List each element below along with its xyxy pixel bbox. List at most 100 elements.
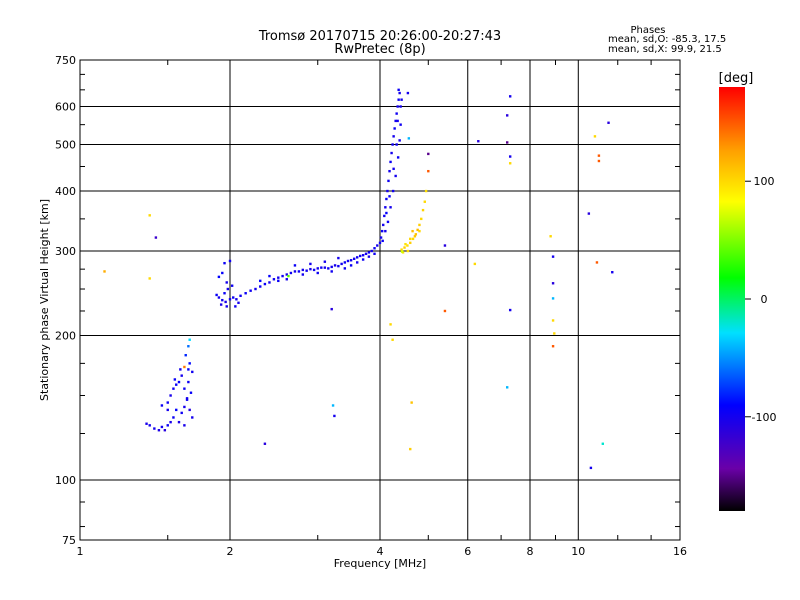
data-point: [224, 300, 227, 304]
colorbar-unit: [deg]: [719, 71, 754, 86]
data-point: [597, 154, 601, 157]
chart-title-line1: Tromsø 20170715 20:26:00-20:27:43: [258, 29, 501, 44]
data-point: [358, 254, 362, 258]
data-point: [611, 271, 614, 274]
data-point: [180, 411, 183, 415]
data-point: [395, 143, 398, 146]
data-point: [404, 242, 407, 246]
data-point: [367, 251, 371, 254]
data-point: [187, 380, 190, 384]
data-point: [393, 127, 396, 130]
y-tick-label: 300: [55, 245, 76, 258]
data-point: [226, 287, 230, 291]
stats-line-o: mean, sd,O: -85.3, 17.5: [608, 34, 726, 45]
data-point: [443, 309, 447, 313]
data-point: [160, 425, 164, 429]
data-point: [416, 228, 419, 232]
data-point: [477, 140, 480, 143]
data-point: [384, 206, 387, 209]
data-point: [392, 167, 395, 171]
data-point: [337, 264, 340, 268]
data-point: [148, 277, 151, 280]
data-point: [392, 135, 395, 138]
data-point: [217, 275, 221, 279]
data-point: [355, 261, 359, 264]
data-point: [263, 282, 267, 286]
colorbar: [719, 87, 745, 511]
data-point: [473, 262, 477, 266]
data-point: [268, 281, 271, 284]
data-point: [177, 380, 181, 384]
data-point: [268, 274, 271, 278]
data-point: [234, 305, 237, 308]
data-point: [400, 98, 403, 101]
data-point: [189, 391, 193, 394]
data-point: [179, 368, 182, 371]
data-point: [166, 408, 169, 412]
data-point: [187, 368, 190, 371]
data-point: [157, 429, 161, 432]
x-tick-label: 8: [527, 545, 534, 558]
data-point: [376, 244, 379, 247]
data-point: [148, 424, 151, 427]
data-point: [595, 261, 599, 264]
data-point: [340, 262, 343, 266]
chart-title-line2: RwPretec (8p): [334, 42, 425, 57]
data-point: [154, 236, 158, 239]
data-point: [381, 239, 384, 243]
data-point: [391, 338, 394, 341]
data-point: [508, 308, 512, 312]
data-point: [301, 268, 305, 272]
data-point: [395, 112, 398, 115]
y-tick-label: 750: [55, 54, 76, 67]
data-point: [221, 271, 224, 275]
data-point: [327, 267, 330, 270]
y-tick-label: 200: [55, 330, 76, 343]
data-point: [263, 442, 267, 445]
data-point: [239, 294, 242, 297]
data-point: [287, 274, 290, 278]
data-point: [593, 135, 597, 138]
data-point: [587, 212, 591, 215]
data-point: [259, 279, 262, 283]
y-tick-label: 100: [55, 474, 76, 487]
data-point: [505, 114, 509, 117]
data-point: [355, 256, 359, 259]
data-point: [343, 267, 347, 270]
data-point: [237, 301, 240, 305]
grid-lines: [80, 60, 680, 540]
data-point: [364, 252, 368, 256]
data-point: [180, 374, 183, 377]
data-point: [413, 235, 417, 238]
x-tick-label: 1: [77, 545, 84, 558]
data-point: [352, 257, 356, 260]
x-tick-label: 10: [571, 545, 585, 558]
data-point: [323, 260, 327, 263]
data-point: [217, 296, 221, 299]
data-point: [277, 279, 280, 283]
data-point: [175, 383, 178, 386]
data-point: [277, 276, 280, 279]
data-point: [361, 258, 365, 261]
data-point: [183, 424, 186, 427]
data-point: [316, 271, 319, 275]
data-point: [225, 305, 228, 308]
data-point: [378, 241, 382, 245]
data-point: [407, 137, 411, 140]
data-point: [551, 345, 555, 348]
data-point: [305, 269, 308, 272]
data-point: [607, 121, 610, 124]
data-point: [188, 362, 191, 365]
data-point: [177, 420, 181, 424]
data-point: [367, 255, 371, 258]
data-point: [169, 394, 172, 397]
data-point: [411, 229, 414, 233]
data-point: [188, 338, 191, 341]
data-point: [385, 197, 388, 201]
y-axis-label: Stationary phase Virtual Height [km]: [38, 199, 51, 401]
data-point: [259, 285, 262, 288]
data-point: [398, 139, 401, 142]
data-point: [301, 273, 305, 276]
data-point: [148, 214, 151, 217]
data-point: [309, 262, 312, 266]
